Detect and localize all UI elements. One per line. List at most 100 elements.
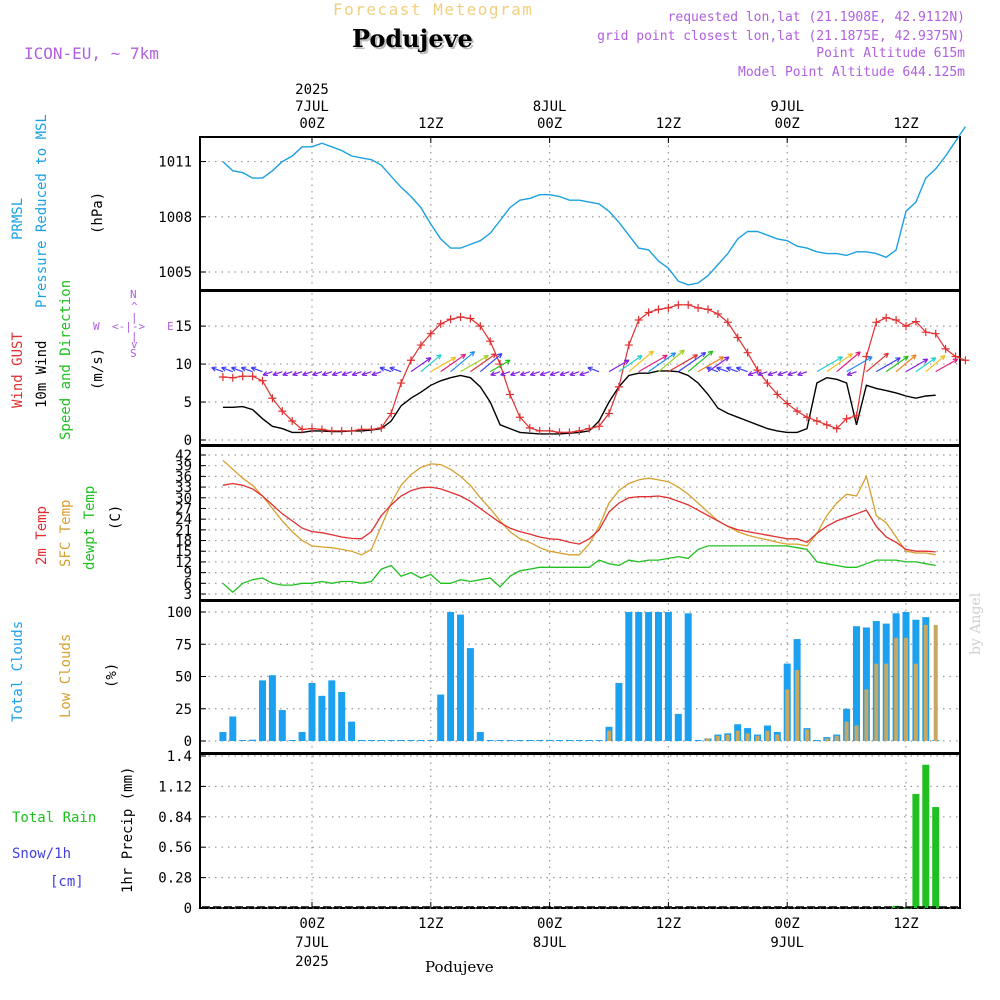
wind-direction-arrow [341, 371, 352, 377]
total-cloud-bar [862, 627, 870, 741]
wind-direction-arrow [420, 354, 442, 373]
rain-bar [912, 794, 920, 908]
y-tick-label: 1011 [158, 155, 192, 171]
wind-direction-arrow [895, 354, 917, 373]
total-cloud-bar [496, 740, 504, 741]
point-altitude: Point Altitude 615m [816, 46, 965, 61]
wind-direction-arrow [608, 359, 630, 373]
wind-direction-arrow [816, 356, 843, 373]
wind-direction-arrow [379, 366, 392, 373]
wind-direction-arrow [539, 371, 550, 377]
low-cloud-bar [913, 663, 918, 741]
compass-bar-bottom: | [131, 330, 138, 343]
total-cloud-bar [546, 740, 554, 741]
gust-marker [664, 303, 673, 312]
low-cloud-bar [834, 735, 839, 741]
y-tick-label: 0 [184, 433, 192, 449]
gust-marker [902, 322, 910, 331]
wind-direction-arrow [757, 371, 768, 377]
wind-direction-arrow [559, 371, 570, 377]
gust-marker [644, 308, 653, 317]
total-cloud-bar [466, 648, 474, 741]
y-tick-label: 0.56 [158, 840, 192, 856]
y-tick-label: 33 [175, 480, 192, 496]
y-tick-label: 39 [175, 459, 192, 475]
gust-marker [476, 322, 485, 331]
y-tick-label: 5 [184, 395, 192, 411]
low-cloud-bar [824, 738, 829, 741]
rain-bar [902, 908, 910, 909]
gust-marker [842, 414, 851, 423]
y-tick-label: 36 [175, 469, 192, 485]
gust-marker [605, 409, 613, 418]
y-tick-label: 15 [175, 319, 192, 335]
dewpt-line [222, 545, 936, 594]
y-tick-label: 1.4 [167, 749, 192, 765]
total-cloud-bar [288, 740, 296, 741]
total-cloud-bar [486, 740, 494, 741]
total-cloud-bar [417, 740, 425, 741]
low-cloud-bar [706, 738, 710, 741]
gust-marker [773, 390, 782, 399]
gust-marker [377, 423, 386, 432]
gust-marker [347, 426, 356, 435]
gust-marker [634, 316, 643, 325]
total-cloud-bar [377, 740, 385, 741]
y-tick-label: 21 [175, 523, 192, 539]
gust-marker [298, 425, 307, 434]
total-cloud-bar [565, 740, 573, 741]
gust-marker [486, 337, 495, 346]
total-cloud-bar [298, 731, 306, 741]
gust-marker [308, 424, 316, 433]
wind-direction-arrow [569, 371, 580, 377]
time-label-bottom: 00Z [537, 916, 562, 932]
gust-marker [793, 407, 802, 416]
low-cloud-bar [933, 624, 938, 741]
wind-direction-arrow [500, 371, 511, 377]
low-cloud-bar [923, 624, 928, 741]
gust-marker [783, 399, 792, 408]
compass-bar-top: | [131, 311, 138, 324]
wind-direction-arrow [787, 371, 798, 377]
wind-direction-arrow [925, 354, 946, 373]
y-tick-label: 3 [184, 587, 192, 603]
wind-direction-arrow [440, 353, 467, 373]
gust-marker [228, 373, 237, 382]
y-tick-label: 10 [175, 357, 192, 373]
wind-direction-arrow [687, 350, 714, 373]
gust-marker [367, 425, 376, 434]
wind-direction-arrow [430, 356, 457, 373]
gust-marker [416, 341, 425, 350]
total-cloud-bar [655, 612, 662, 741]
gust-marker [337, 426, 346, 435]
time-label-top: 12Z [656, 116, 681, 132]
wind-direction-arrow [767, 371, 778, 377]
wind-direction-arrow [321, 371, 333, 377]
requested-coords: requested lon,lat (21.1908E, 42.9112N) [667, 10, 965, 25]
total-cloud-bar [506, 740, 514, 741]
total-cloud-bar [338, 691, 346, 741]
total-cloud-bar [268, 675, 276, 741]
wind-direction-arrow [331, 371, 342, 377]
wind-direction-arrow [697, 356, 725, 373]
low-cloud-bar [795, 670, 800, 741]
total-cloud-bar [536, 740, 544, 741]
wind-direction-arrow [866, 352, 889, 373]
total-cloud-bar [447, 612, 455, 741]
gust-marker [565, 428, 574, 437]
low-cloud-bar [785, 689, 790, 741]
gust-marker [862, 352, 871, 361]
total-cloud-bar [387, 740, 395, 741]
gust-marker [585, 424, 594, 433]
total-cloud-bar [239, 740, 247, 741]
wind-direction-arrow [826, 353, 853, 373]
low-cloud-bar [765, 730, 770, 741]
wind-direction-arrow [211, 366, 224, 373]
gust-marker [674, 300, 683, 309]
gust-marker [278, 407, 287, 416]
time-label-top: 00Z [775, 116, 800, 132]
total-cloud-bar [684, 613, 692, 741]
total-cloud-bar [457, 614, 464, 741]
gust-marker [723, 318, 732, 327]
